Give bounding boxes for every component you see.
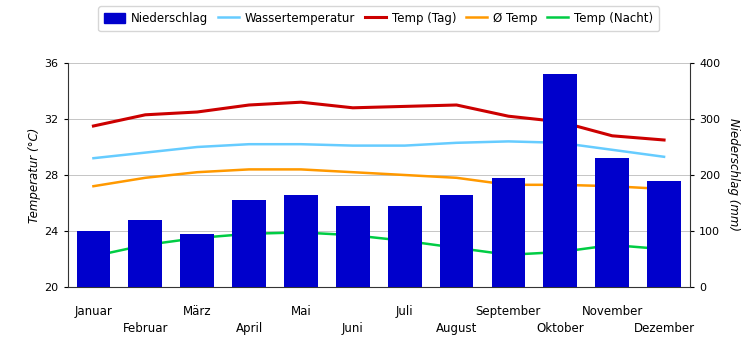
Text: April: April xyxy=(236,322,262,335)
Text: Januar: Januar xyxy=(74,305,112,318)
Bar xyxy=(232,200,266,287)
Text: Februar: Februar xyxy=(122,322,168,335)
Legend: Niederschlag, Wassertemperatur, Temp (Tag), Ø Temp, Temp (Nacht): Niederschlag, Wassertemperatur, Temp (Ta… xyxy=(98,6,659,31)
Y-axis label: Niederschlag (mm): Niederschlag (mm) xyxy=(727,119,740,231)
Bar xyxy=(596,158,629,287)
Bar xyxy=(440,195,473,287)
Text: August: August xyxy=(436,322,477,335)
Bar xyxy=(388,206,422,287)
Bar xyxy=(76,231,110,287)
Text: September: September xyxy=(476,305,542,318)
Text: November: November xyxy=(581,305,643,318)
Bar xyxy=(128,220,162,287)
Bar xyxy=(336,206,370,287)
Text: Dezember: Dezember xyxy=(634,322,694,335)
Bar xyxy=(491,178,525,287)
Text: Oktober: Oktober xyxy=(536,322,584,335)
Bar xyxy=(544,74,578,287)
Bar xyxy=(647,181,681,287)
Text: März: März xyxy=(183,305,211,318)
Text: Mai: Mai xyxy=(290,305,311,318)
Y-axis label: Temperatur (°C): Temperatur (°C) xyxy=(28,127,41,223)
Bar xyxy=(284,195,318,287)
Text: Juli: Juli xyxy=(396,305,413,318)
Bar xyxy=(180,234,214,287)
Text: Juni: Juni xyxy=(342,322,364,335)
